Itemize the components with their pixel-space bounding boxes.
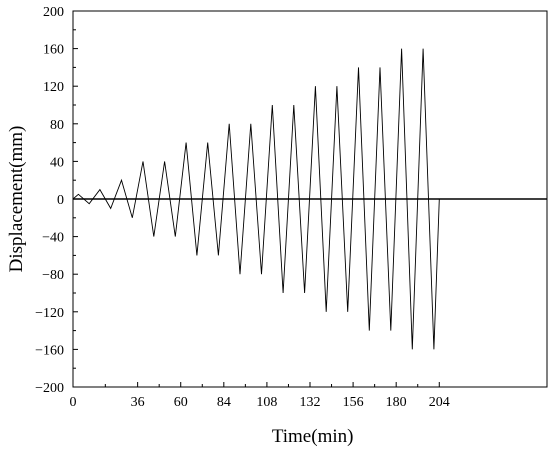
y-tick-label: −200	[35, 381, 64, 396]
y-tick-label: 0	[57, 193, 64, 208]
y-tick-label: −40	[42, 231, 64, 246]
x-tick-label: 0	[70, 395, 77, 410]
y-tick-label: 40	[50, 155, 64, 170]
x-tick-label: 60	[174, 395, 188, 410]
y-tick-label: −120	[35, 306, 64, 321]
x-tick-label: 84	[217, 395, 231, 410]
x-tick-label: 132	[300, 395, 321, 410]
x-axis-title: Time(min)	[272, 426, 354, 447]
x-tick-label: 156	[343, 395, 364, 410]
y-tick-label: 200	[43, 5, 64, 20]
y-tick-label: −160	[35, 343, 64, 358]
x-tick-label: 180	[386, 395, 407, 410]
y-tick-label: 120	[43, 80, 64, 95]
x-tick-label: 36	[131, 395, 145, 410]
plot-lines	[72, 48, 547, 350]
y-axis-title: Displacement(mm)	[6, 126, 27, 273]
y-tick-label: −80	[42, 268, 64, 283]
plot-frame	[72, 10, 548, 388]
tick-labels: 200 160 120 80 40 0 −40 −80 −120 −160 −200 0 36 60 84 1…	[35, 5, 450, 410]
displacement-series-line	[72, 48, 440, 350]
y-tick-label: 160	[43, 43, 64, 58]
x-tick-label: 204	[429, 395, 450, 410]
y-tick-label: 80	[50, 118, 64, 133]
x-tick-label: 108	[256, 395, 277, 410]
